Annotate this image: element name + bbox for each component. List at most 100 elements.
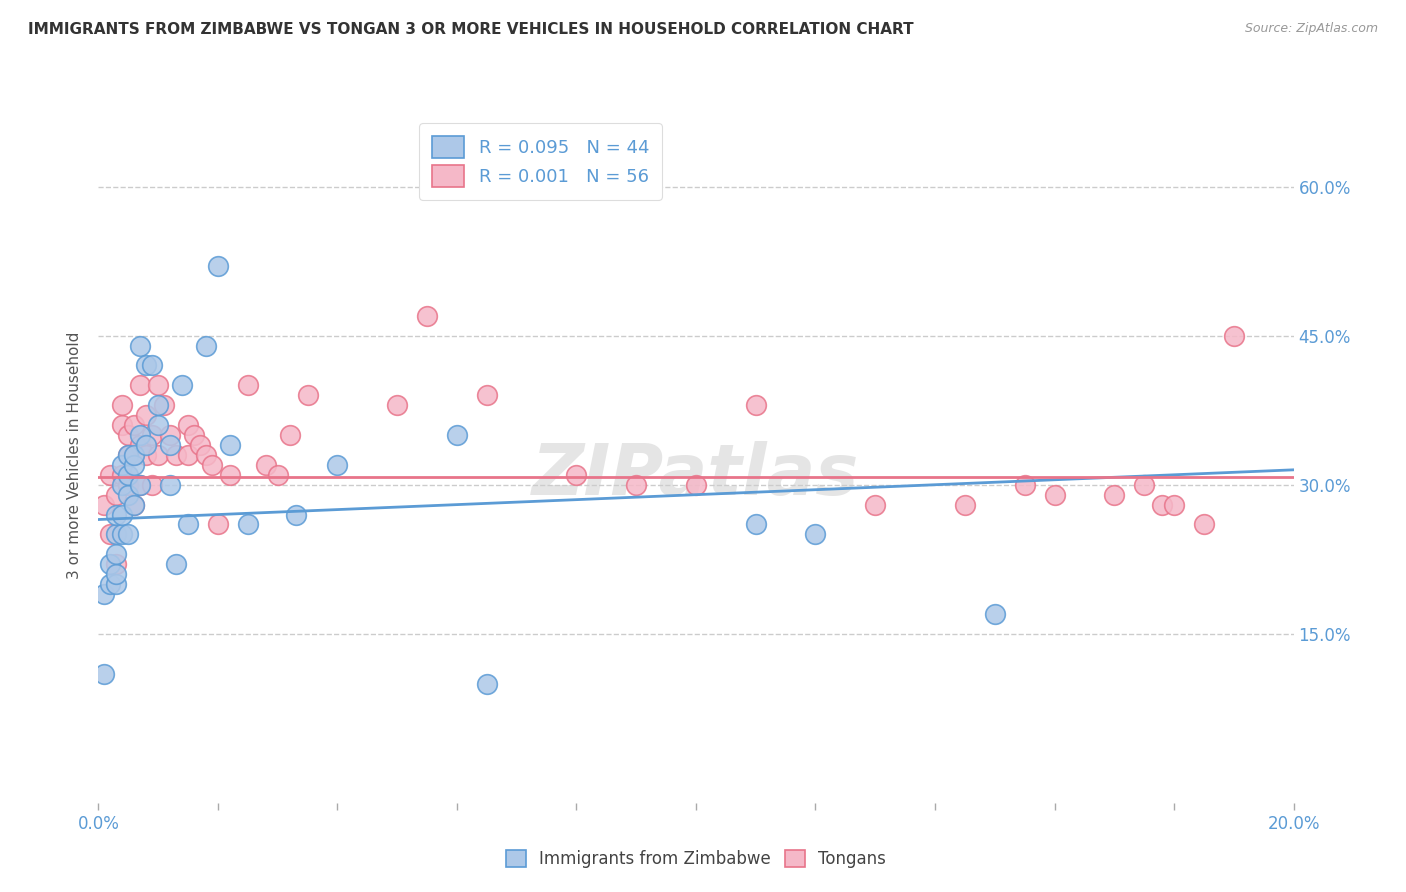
Point (93, 666, 115, 681)
Point (1163, 498, 1185, 512)
Point (111, 467, 134, 482)
Point (159, 438, 181, 452)
Text: ZIPatlas: ZIPatlas (533, 442, 859, 510)
Point (117, 488, 139, 502)
Point (207, 517, 229, 532)
Legend: Immigrants from Zimbabwe, Tongans: Immigrants from Zimbabwe, Tongans (499, 843, 893, 874)
Point (865, 498, 887, 512)
Point (105, 567, 128, 582)
Point (984, 607, 1007, 621)
Point (183, 428, 205, 442)
Point (278, 428, 301, 442)
Point (188, 438, 211, 452)
Point (111, 398, 134, 412)
Text: Source: ZipAtlas.com: Source: ZipAtlas.com (1244, 22, 1378, 36)
Point (326, 458, 349, 472)
Point (284, 508, 307, 522)
Point (105, 577, 128, 591)
Point (565, 467, 588, 482)
Point (111, 527, 134, 541)
Point (159, 428, 181, 442)
Point (475, 676, 498, 690)
Point (201, 458, 224, 472)
Point (117, 448, 139, 462)
Point (159, 477, 181, 491)
Y-axis label: 3 or more Vehicles in Household: 3 or more Vehicles in Household (67, 331, 83, 579)
Point (1150, 498, 1173, 512)
Point (165, 558, 187, 572)
Point (953, 498, 976, 512)
Point (1043, 488, 1066, 502)
Point (117, 448, 139, 462)
Point (129, 338, 152, 352)
Point (1104, 488, 1126, 502)
Point (165, 448, 187, 462)
Point (745, 517, 768, 532)
Point (129, 428, 152, 442)
Point (267, 467, 290, 482)
Point (100, 558, 122, 572)
Point (148, 378, 170, 392)
Point (475, 388, 498, 402)
Point (141, 428, 163, 442)
Point (129, 477, 152, 491)
Point (105, 527, 128, 541)
Point (236, 517, 259, 532)
Point (219, 467, 242, 482)
Point (148, 418, 170, 433)
Point (124, 458, 146, 472)
Text: IMMIGRANTS FROM ZIMBABWE VS TONGAN 3 OR MORE VEHICLES IN HOUSEHOLD CORRELATION C: IMMIGRANTS FROM ZIMBABWE VS TONGAN 3 OR … (28, 22, 914, 37)
Point (100, 577, 122, 591)
Point (626, 477, 648, 491)
Point (124, 448, 146, 462)
Point (135, 438, 157, 452)
Point (195, 448, 218, 462)
Point (148, 448, 170, 462)
Point (135, 448, 157, 462)
Point (804, 527, 827, 541)
Point (172, 378, 194, 392)
Point (117, 467, 139, 482)
Point (1133, 477, 1156, 491)
Point (124, 498, 146, 512)
Point (297, 388, 319, 402)
Point (105, 488, 128, 502)
Point (148, 398, 170, 412)
Point (124, 418, 146, 433)
Point (124, 448, 146, 462)
Point (117, 477, 139, 491)
Point (135, 359, 157, 373)
Point (153, 398, 176, 412)
Point (111, 508, 134, 522)
Point (1192, 517, 1215, 532)
Point (416, 309, 439, 323)
Point (446, 428, 468, 442)
Point (100, 467, 122, 482)
Point (93, 587, 115, 601)
Point (254, 458, 277, 472)
Point (219, 438, 242, 452)
Point (129, 477, 152, 491)
Point (236, 378, 259, 392)
Point (93, 498, 115, 512)
Point (117, 527, 139, 541)
Point (177, 448, 200, 462)
Point (100, 527, 122, 541)
Point (111, 458, 134, 472)
Point (141, 477, 163, 491)
Point (124, 498, 146, 512)
Point (745, 398, 768, 412)
Point (207, 259, 229, 273)
Point (111, 418, 134, 433)
Point (135, 408, 157, 422)
Point (105, 547, 128, 561)
Point (1223, 328, 1246, 343)
Point (1014, 477, 1036, 491)
Point (177, 418, 200, 433)
Point (105, 558, 128, 572)
Point (195, 338, 218, 352)
Point (385, 398, 409, 412)
Point (177, 517, 200, 532)
Point (111, 477, 134, 491)
Point (117, 428, 139, 442)
